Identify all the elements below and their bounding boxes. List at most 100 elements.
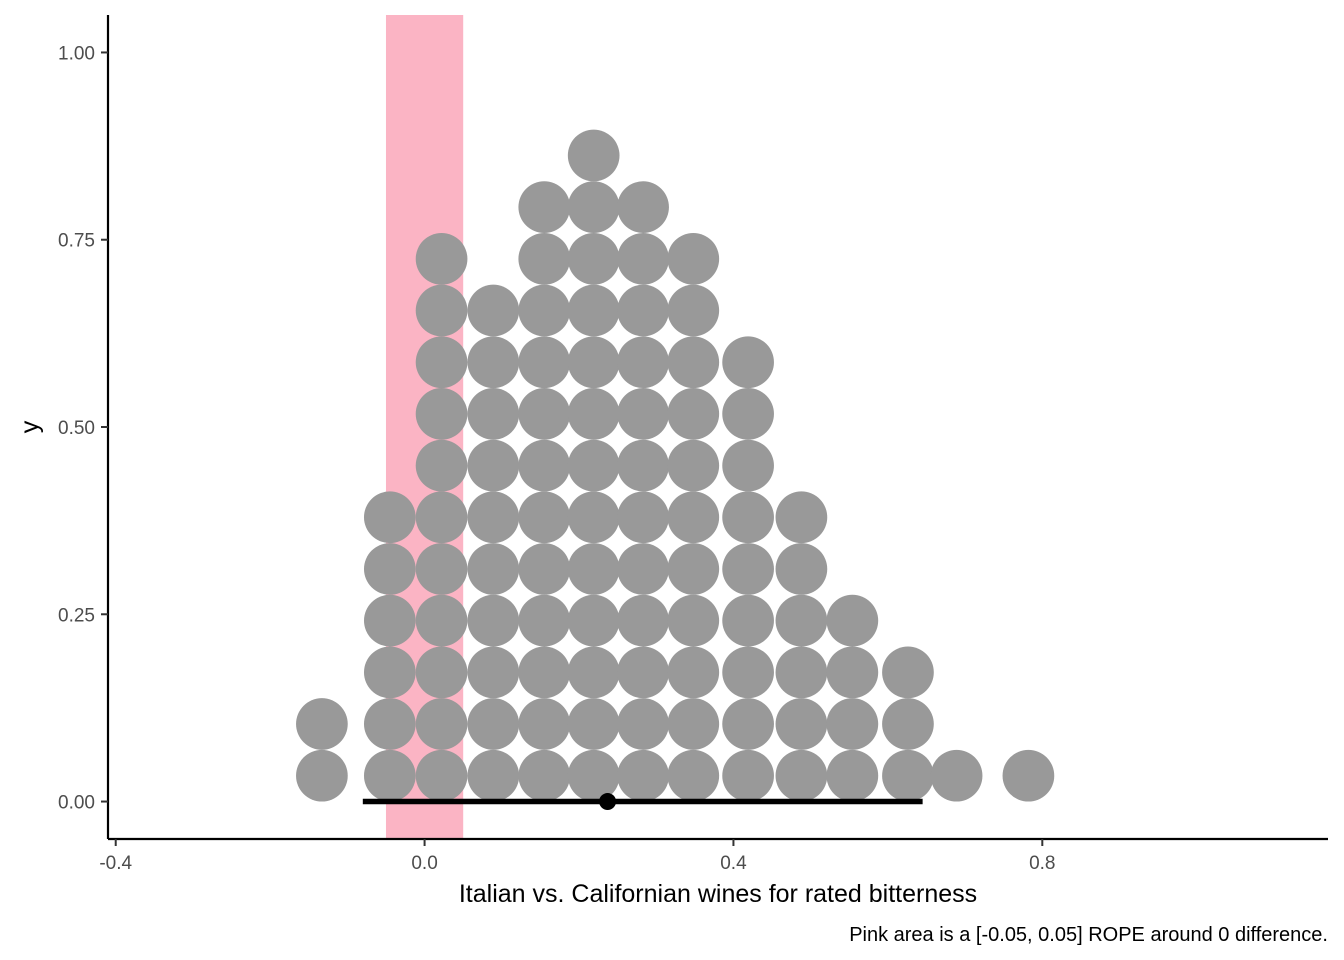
y-axis-title: y	[16, 420, 44, 433]
dot-5-11	[567, 181, 620, 233]
x-tick-label-1: 0.0	[411, 853, 437, 874]
dot-8-3	[722, 594, 774, 647]
dot-0-0	[296, 749, 348, 802]
dot-4-0	[518, 749, 571, 802]
dot-2-7	[415, 388, 468, 440]
dot-4-6	[518, 439, 571, 492]
x-tick-label-3: 0.8	[1029, 853, 1055, 874]
dot-3-9	[467, 284, 520, 337]
dot-6-10	[617, 232, 669, 285]
dot-11-0	[882, 749, 934, 802]
dot-2-2	[415, 646, 468, 699]
y-tick-label-1: 0.25	[58, 605, 95, 626]
dot-5-0	[567, 749, 620, 802]
dot-6-2	[617, 646, 669, 699]
dot-4-10	[518, 232, 571, 285]
dot-5-5	[567, 491, 620, 544]
dot-2-10	[415, 232, 468, 285]
dot-1-5	[363, 491, 416, 544]
dot-6-11	[617, 181, 669, 233]
dot-9-0	[775, 749, 828, 802]
dot-5-9	[567, 284, 620, 337]
dot-3-7	[467, 388, 520, 440]
dot-6-7	[617, 388, 669, 440]
dot-4-9	[518, 284, 571, 337]
dot-9-1	[775, 698, 828, 750]
dot-6-1	[617, 698, 669, 750]
dot-7-4	[667, 543, 720, 595]
dot-4-4	[518, 543, 571, 595]
dot-2-4	[415, 543, 468, 595]
dot-10-0	[826, 749, 879, 802]
dot-2-6	[415, 439, 468, 492]
point-estimate	[599, 793, 617, 811]
dot-5-4	[567, 543, 620, 595]
dot-5-8	[567, 336, 620, 389]
dot-4-2	[518, 646, 571, 699]
dot-5-2	[567, 646, 620, 699]
dot-5-6	[567, 439, 620, 492]
dot-5-1	[567, 698, 620, 750]
dot-6-6	[617, 439, 669, 492]
dot-8-2	[722, 646, 774, 699]
dot-9-4	[775, 543, 828, 595]
dot-7-9	[667, 284, 720, 337]
dot-11-1	[882, 698, 934, 750]
dot-7-6	[667, 439, 720, 492]
dot-0-1	[296, 698, 348, 750]
dot-6-8	[617, 336, 669, 389]
dot-7-8	[667, 336, 720, 389]
dot-7-10	[667, 232, 720, 285]
dot-1-0	[363, 749, 416, 802]
dot-9-3	[775, 594, 828, 647]
dot-13-0	[1002, 749, 1055, 802]
y-tick-label-0: 0.00	[58, 793, 95, 814]
dot-3-0	[467, 749, 520, 802]
dot-5-7	[567, 388, 620, 440]
dot-10-1	[826, 698, 879, 750]
dot-4-1	[518, 698, 571, 750]
dot-3-2	[467, 646, 520, 699]
dot-3-1	[467, 698, 520, 750]
dot-4-3	[518, 594, 571, 647]
dot-7-7	[667, 388, 720, 440]
dot-2-9	[415, 284, 468, 337]
dot-7-3	[667, 594, 720, 647]
x-tick-label-0: -0.4	[99, 853, 132, 874]
dot-2-1	[415, 698, 468, 750]
dot-11-2	[882, 646, 934, 699]
dot-5-12	[567, 129, 620, 182]
dot-8-4	[722, 543, 774, 595]
y-tick-label-3: 0.75	[58, 231, 95, 252]
dot-9-5	[775, 491, 828, 544]
dot-1-1	[363, 698, 416, 750]
dot-8-8	[722, 336, 774, 389]
dot-6-4	[617, 543, 669, 595]
dot-7-2	[667, 646, 720, 699]
y-tick-label-4: 1.00	[58, 43, 95, 64]
dot-6-0	[617, 749, 669, 802]
dot-7-5	[667, 491, 720, 544]
dot-2-8	[415, 336, 468, 389]
dot-6-5	[617, 491, 669, 544]
dot-1-3	[363, 594, 416, 647]
dot-6-3	[617, 594, 669, 647]
x-tick-label-2: 0.4	[720, 853, 747, 874]
dot-8-1	[722, 698, 774, 750]
dot-3-5	[467, 491, 520, 544]
x-axis-title: Italian vs. Californian wines for rated …	[459, 880, 977, 908]
dot-2-3	[415, 594, 468, 647]
dot-8-5	[722, 491, 774, 544]
dot-10-2	[826, 646, 879, 699]
dot-10-3	[826, 594, 879, 647]
dot-7-1	[667, 698, 720, 750]
dot-1-2	[363, 646, 416, 699]
dot-3-4	[467, 543, 520, 595]
dot-1-4	[363, 543, 416, 595]
dot-2-0	[415, 749, 468, 802]
dot-4-7	[518, 388, 571, 440]
dot-12-0	[930, 749, 983, 802]
dot-4-5	[518, 491, 571, 544]
dot-5-10	[567, 232, 620, 285]
